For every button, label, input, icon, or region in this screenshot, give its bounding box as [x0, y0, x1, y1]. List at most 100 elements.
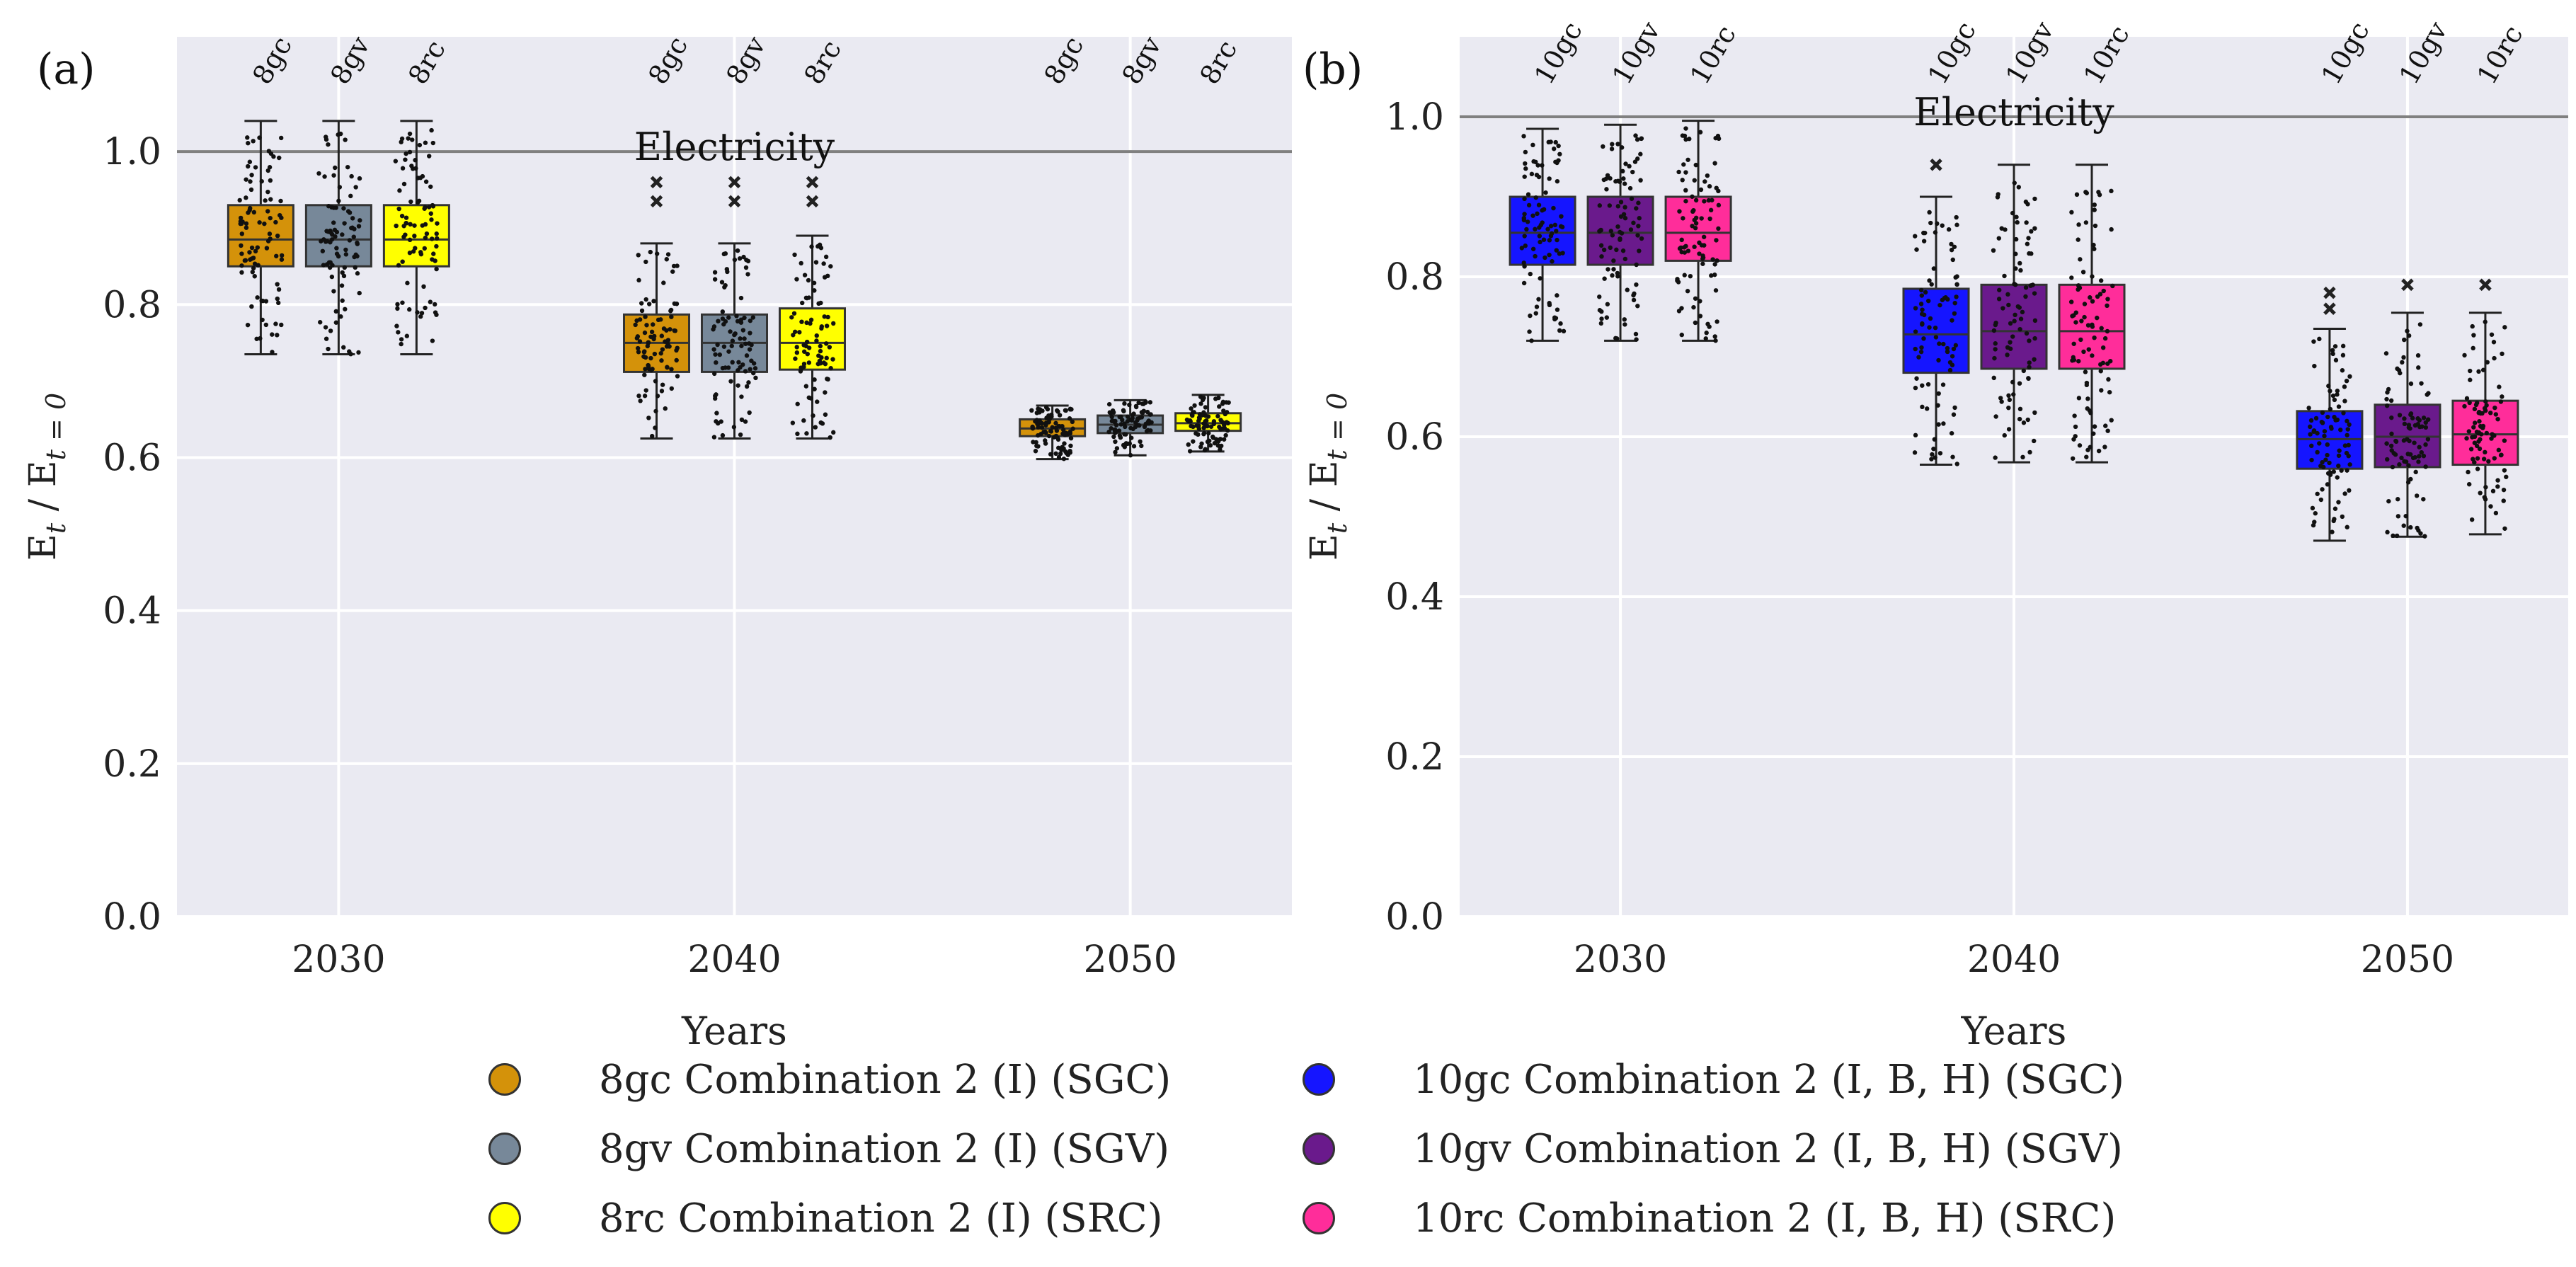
jitter-point	[643, 297, 648, 302]
jitter-point	[800, 300, 805, 306]
jitter-point	[1048, 428, 1053, 434]
jitter-point	[2002, 273, 2007, 279]
jitter-point	[726, 315, 731, 320]
jitter-point	[2330, 529, 2335, 534]
jitter-point	[1546, 139, 1551, 145]
jitter-point	[1992, 355, 1997, 361]
jitter-point	[2106, 377, 2111, 382]
jitter-point	[355, 271, 360, 276]
jitter-point	[1522, 196, 1527, 202]
jitter-point	[279, 253, 285, 258]
jitter-point	[795, 401, 800, 406]
jitter-point	[827, 345, 832, 350]
jitter-point	[268, 151, 274, 156]
jitter-point	[1533, 227, 1538, 231]
jitter-point	[1631, 220, 1636, 226]
jitter-point	[646, 302, 652, 306]
jitter-point	[2315, 491, 2320, 496]
y-tick-label: 0.0	[103, 896, 161, 939]
jitter-point	[2013, 266, 2018, 271]
jitter-point	[249, 304, 254, 309]
jitter-point	[2415, 352, 2421, 358]
jitter-point	[1067, 416, 1072, 421]
jitter-point	[396, 206, 401, 212]
jitter-point	[1698, 314, 1703, 319]
jitter-point	[1114, 446, 1120, 451]
jitter-point	[1608, 176, 1613, 181]
jitter-point	[1064, 451, 1069, 456]
y-tick-label: 0.2	[103, 743, 161, 786]
jitter-point	[1597, 203, 1603, 208]
jitter-point	[1225, 428, 1230, 433]
jitter-point	[1927, 210, 1932, 215]
jitter-point	[2105, 361, 2110, 366]
jitter-point	[637, 317, 643, 322]
jitter-point	[2000, 306, 2005, 311]
jitter-point	[422, 246, 428, 251]
jitter-point	[1223, 432, 1228, 438]
jitter-point	[2425, 437, 2431, 442]
jitter-point	[1698, 299, 1702, 304]
jitter-point	[2472, 440, 2478, 445]
jitter-point	[663, 406, 668, 411]
jitter-point	[2069, 275, 2074, 280]
jitter-point	[665, 252, 671, 257]
jitter-point	[434, 231, 439, 236]
jitter-point	[2466, 469, 2471, 475]
jitter-point	[2471, 333, 2476, 338]
jitter-point	[275, 282, 280, 287]
jitter-point	[1933, 335, 1939, 340]
jitter-point	[1945, 345, 1950, 351]
jitter-point	[2389, 415, 2394, 420]
jitter-point	[1130, 413, 1135, 418]
jitter-point	[1929, 457, 1934, 461]
jitter-point	[1683, 126, 1688, 131]
jitter-point	[239, 270, 244, 275]
jitter-point	[2032, 438, 2037, 444]
jitter-point	[2342, 399, 2347, 403]
jitter-point	[2393, 439, 2399, 445]
jitter-point	[1950, 257, 1955, 263]
jitter-point	[1947, 360, 1953, 365]
jitter-point	[2105, 297, 2110, 302]
jitter-point	[399, 337, 404, 342]
jitter-point	[2095, 315, 2100, 321]
jitter-point	[643, 259, 648, 265]
jitter-point	[1530, 213, 1535, 218]
jitter-point	[393, 159, 399, 164]
jitter-point	[333, 320, 339, 325]
jitter-point	[1033, 419, 1038, 424]
jitter-point	[2010, 379, 2015, 385]
jitter-point	[2414, 493, 2420, 498]
jitter-point	[417, 142, 423, 148]
jitter-point	[1993, 414, 1998, 419]
jitter-point	[2482, 406, 2488, 411]
jitter-point	[1526, 202, 1532, 208]
jitter-point	[2474, 400, 2480, 406]
jitter-point	[1614, 247, 1619, 253]
jitter-point	[2029, 229, 2034, 234]
outlier-marker	[650, 195, 663, 208]
jitter-point	[324, 336, 329, 341]
jitter-point	[1705, 321, 1710, 327]
jitter-point	[1109, 414, 1114, 420]
jitter-point	[1991, 248, 1996, 253]
jitter-point	[423, 205, 428, 210]
jitter-point	[714, 392, 719, 397]
jitter-point	[643, 314, 648, 319]
jitter-point	[816, 353, 821, 358]
jitter-point	[1627, 164, 1632, 169]
legend-label-10rc: 10rc Combination 2 (I, B, H) (SRC)	[1413, 1195, 2117, 1242]
jitter-point	[273, 321, 278, 326]
jitter-point	[1530, 142, 1535, 148]
jitter-point	[1936, 391, 1941, 396]
jitter-point	[2109, 418, 2114, 423]
jitter-point	[636, 253, 641, 258]
jitter-point	[357, 176, 362, 181]
jitter-point	[1713, 288, 1719, 293]
jitter-point	[1950, 354, 1955, 359]
jitter-point	[1215, 439, 1221, 444]
jitter-point	[2023, 294, 2028, 299]
jitter-point	[2027, 449, 2032, 455]
jitter-point	[2322, 433, 2327, 439]
